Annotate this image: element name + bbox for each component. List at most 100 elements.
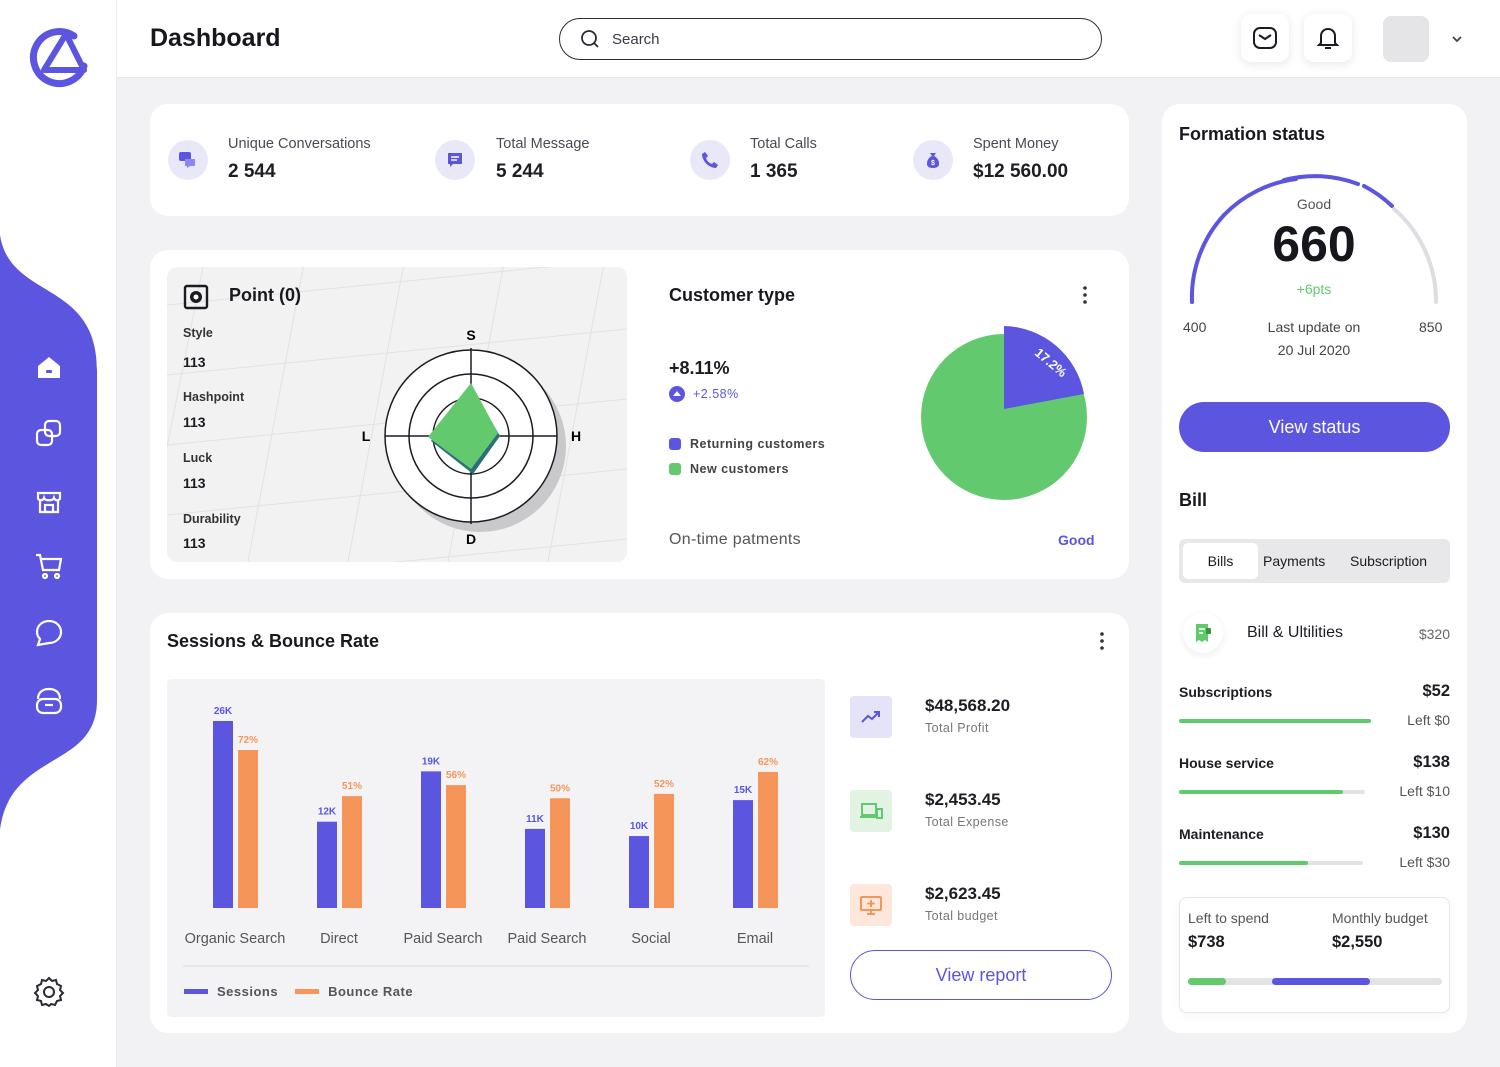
bar-label-sessions: 15K xyxy=(734,785,753,796)
phone-icon xyxy=(690,140,730,180)
devices-icon xyxy=(850,790,892,832)
axis-top-label: S xyxy=(466,327,475,343)
budget-bar xyxy=(1188,978,1442,985)
sessions-bar-chart: 26K 72% Organic Search 12K 51% Direct 19K 56% Pa… xyxy=(183,706,809,967)
bell-icon xyxy=(1316,27,1340,49)
progress-fill xyxy=(1179,861,1308,865)
x-tick-label: Organic Search xyxy=(185,931,286,947)
growth-value: +8.11% xyxy=(669,358,730,378)
gauge-min: 400 xyxy=(1183,319,1207,335)
progress-bar xyxy=(1179,861,1363,865)
receipt-icon xyxy=(1183,613,1223,653)
stat-spent-money: $ Spent Money $12 560.00 xyxy=(913,136,1068,183)
bar-bounce-rate xyxy=(758,771,778,908)
bar-bounce-rate xyxy=(550,798,570,908)
basket-icon[interactable] xyxy=(31,683,67,719)
bill-row-label: Maintenance xyxy=(1179,826,1264,842)
more-options-icon[interactable] xyxy=(1078,284,1092,306)
bar-label-sessions: 26K xyxy=(214,706,233,717)
copy-icon[interactable] xyxy=(31,415,67,451)
metric-label: Total Expense xyxy=(925,815,1009,829)
notifications-button[interactable] xyxy=(1304,14,1352,62)
view-report-button[interactable]: View report xyxy=(850,950,1112,1000)
arrow-up-icon xyxy=(669,386,685,402)
sidebar-accent xyxy=(0,235,97,830)
legend-swatch xyxy=(669,463,681,475)
x-tick-label: Email xyxy=(737,931,773,947)
view-status-button[interactable]: View status xyxy=(1179,402,1450,452)
bar-sessions xyxy=(213,721,233,908)
tab-bills[interactable]: Bills xyxy=(1183,543,1258,579)
search-icon xyxy=(581,30,599,48)
point-icon xyxy=(183,284,209,310)
bar-sessions xyxy=(317,821,337,908)
tab-payments[interactable]: Payments xyxy=(1263,553,1326,569)
attr-value: 113 xyxy=(183,535,206,551)
more-options-icon[interactable] xyxy=(1095,630,1109,652)
left-to-spend-value: $738 xyxy=(1188,933,1225,951)
chat-icon[interactable] xyxy=(31,615,67,651)
utilities-label: Bill & Ultilities xyxy=(1247,624,1344,641)
bar-bounce-rate xyxy=(238,750,258,908)
top-bar: Dashboard Search xyxy=(117,0,1500,78)
budget-segment-allocated xyxy=(1272,978,1370,985)
stat-label: Unique Conversations xyxy=(228,136,371,152)
bar-bounce-rate xyxy=(654,793,674,908)
bar-label-sessions: 11K xyxy=(526,814,545,825)
formation-title: Formation status xyxy=(1179,124,1326,144)
page-title: Dashboard xyxy=(150,24,281,52)
bill-title: Bill xyxy=(1179,490,1208,510)
stat-value: $12 560.00 xyxy=(973,161,1069,182)
attr-value: 113 xyxy=(183,354,206,370)
store-icon[interactable] xyxy=(31,483,67,519)
settings-icon[interactable] xyxy=(31,974,67,1010)
bill-row-left: Left $0 xyxy=(1407,712,1450,728)
budget-segment-spent xyxy=(1188,978,1226,985)
mail-button[interactable] xyxy=(1241,14,1289,62)
stat-unique-conversations: Unique Conversations 2 544 xyxy=(168,136,371,183)
legend-label: Returning customers xyxy=(690,437,826,451)
customer-pie-chart: 17.2% xyxy=(921,326,1087,500)
cart-icon[interactable] xyxy=(31,548,67,584)
search-input[interactable]: Search xyxy=(559,18,1102,60)
bar-sessions xyxy=(629,836,649,908)
stat-label: Total Calls xyxy=(750,136,817,152)
tab-subscription[interactable]: Subscription xyxy=(1350,553,1428,569)
attr-label: Hashpoint xyxy=(183,390,245,404)
metric-label: Total budget xyxy=(925,909,998,923)
metric-value: $2,453.45 xyxy=(925,790,1001,809)
bar-bounce-rate xyxy=(446,785,466,908)
axis-left-label: L xyxy=(362,428,371,444)
stat-value: 2 544 xyxy=(228,161,276,182)
bar-label-bounce: 50% xyxy=(550,783,570,794)
budget-box: Left to spend $738 Monthly budget $2,550 xyxy=(1179,897,1450,1013)
stats-card xyxy=(150,104,1129,216)
legend-label: Bounce Rate xyxy=(328,984,414,999)
bar-label-bounce: 51% xyxy=(342,781,362,792)
chat-bubbles-icon xyxy=(168,140,208,180)
metric-value: $48,568.20 xyxy=(925,696,1011,715)
bar-bounce-rate xyxy=(342,796,362,908)
delta-value: +2.58% xyxy=(693,387,739,401)
customer-type-title: Customer type xyxy=(669,285,796,305)
metric-total-expense: $2,453.45 Total Expense xyxy=(850,790,1009,832)
app-logo[interactable] xyxy=(26,24,90,88)
legend-new: New customers xyxy=(669,462,789,476)
legend-label: New customers xyxy=(690,462,789,476)
bill-row-amount: $138 xyxy=(1413,753,1450,771)
home-icon[interactable] xyxy=(31,349,67,385)
point-title: Point (0) xyxy=(229,285,301,305)
metric-value: $2,623.45 xyxy=(925,884,1001,903)
monitor-plus-icon xyxy=(850,884,892,926)
bar-label-sessions: 12K xyxy=(318,807,337,818)
x-tick-label: Social xyxy=(631,931,671,947)
pie-slice-returning xyxy=(1004,326,1084,409)
chevron-down-icon[interactable] xyxy=(1450,34,1464,44)
trend-up-icon xyxy=(850,696,892,738)
x-tick-label: Paid Search xyxy=(508,931,587,947)
bill-row-label: Subscriptions xyxy=(1179,684,1273,700)
stat-total-calls: Total Calls 1 365 xyxy=(690,136,817,183)
bill-row-amount: $52 xyxy=(1422,682,1450,700)
avatar[interactable] xyxy=(1383,16,1429,62)
bar-label-bounce: 56% xyxy=(446,770,466,781)
